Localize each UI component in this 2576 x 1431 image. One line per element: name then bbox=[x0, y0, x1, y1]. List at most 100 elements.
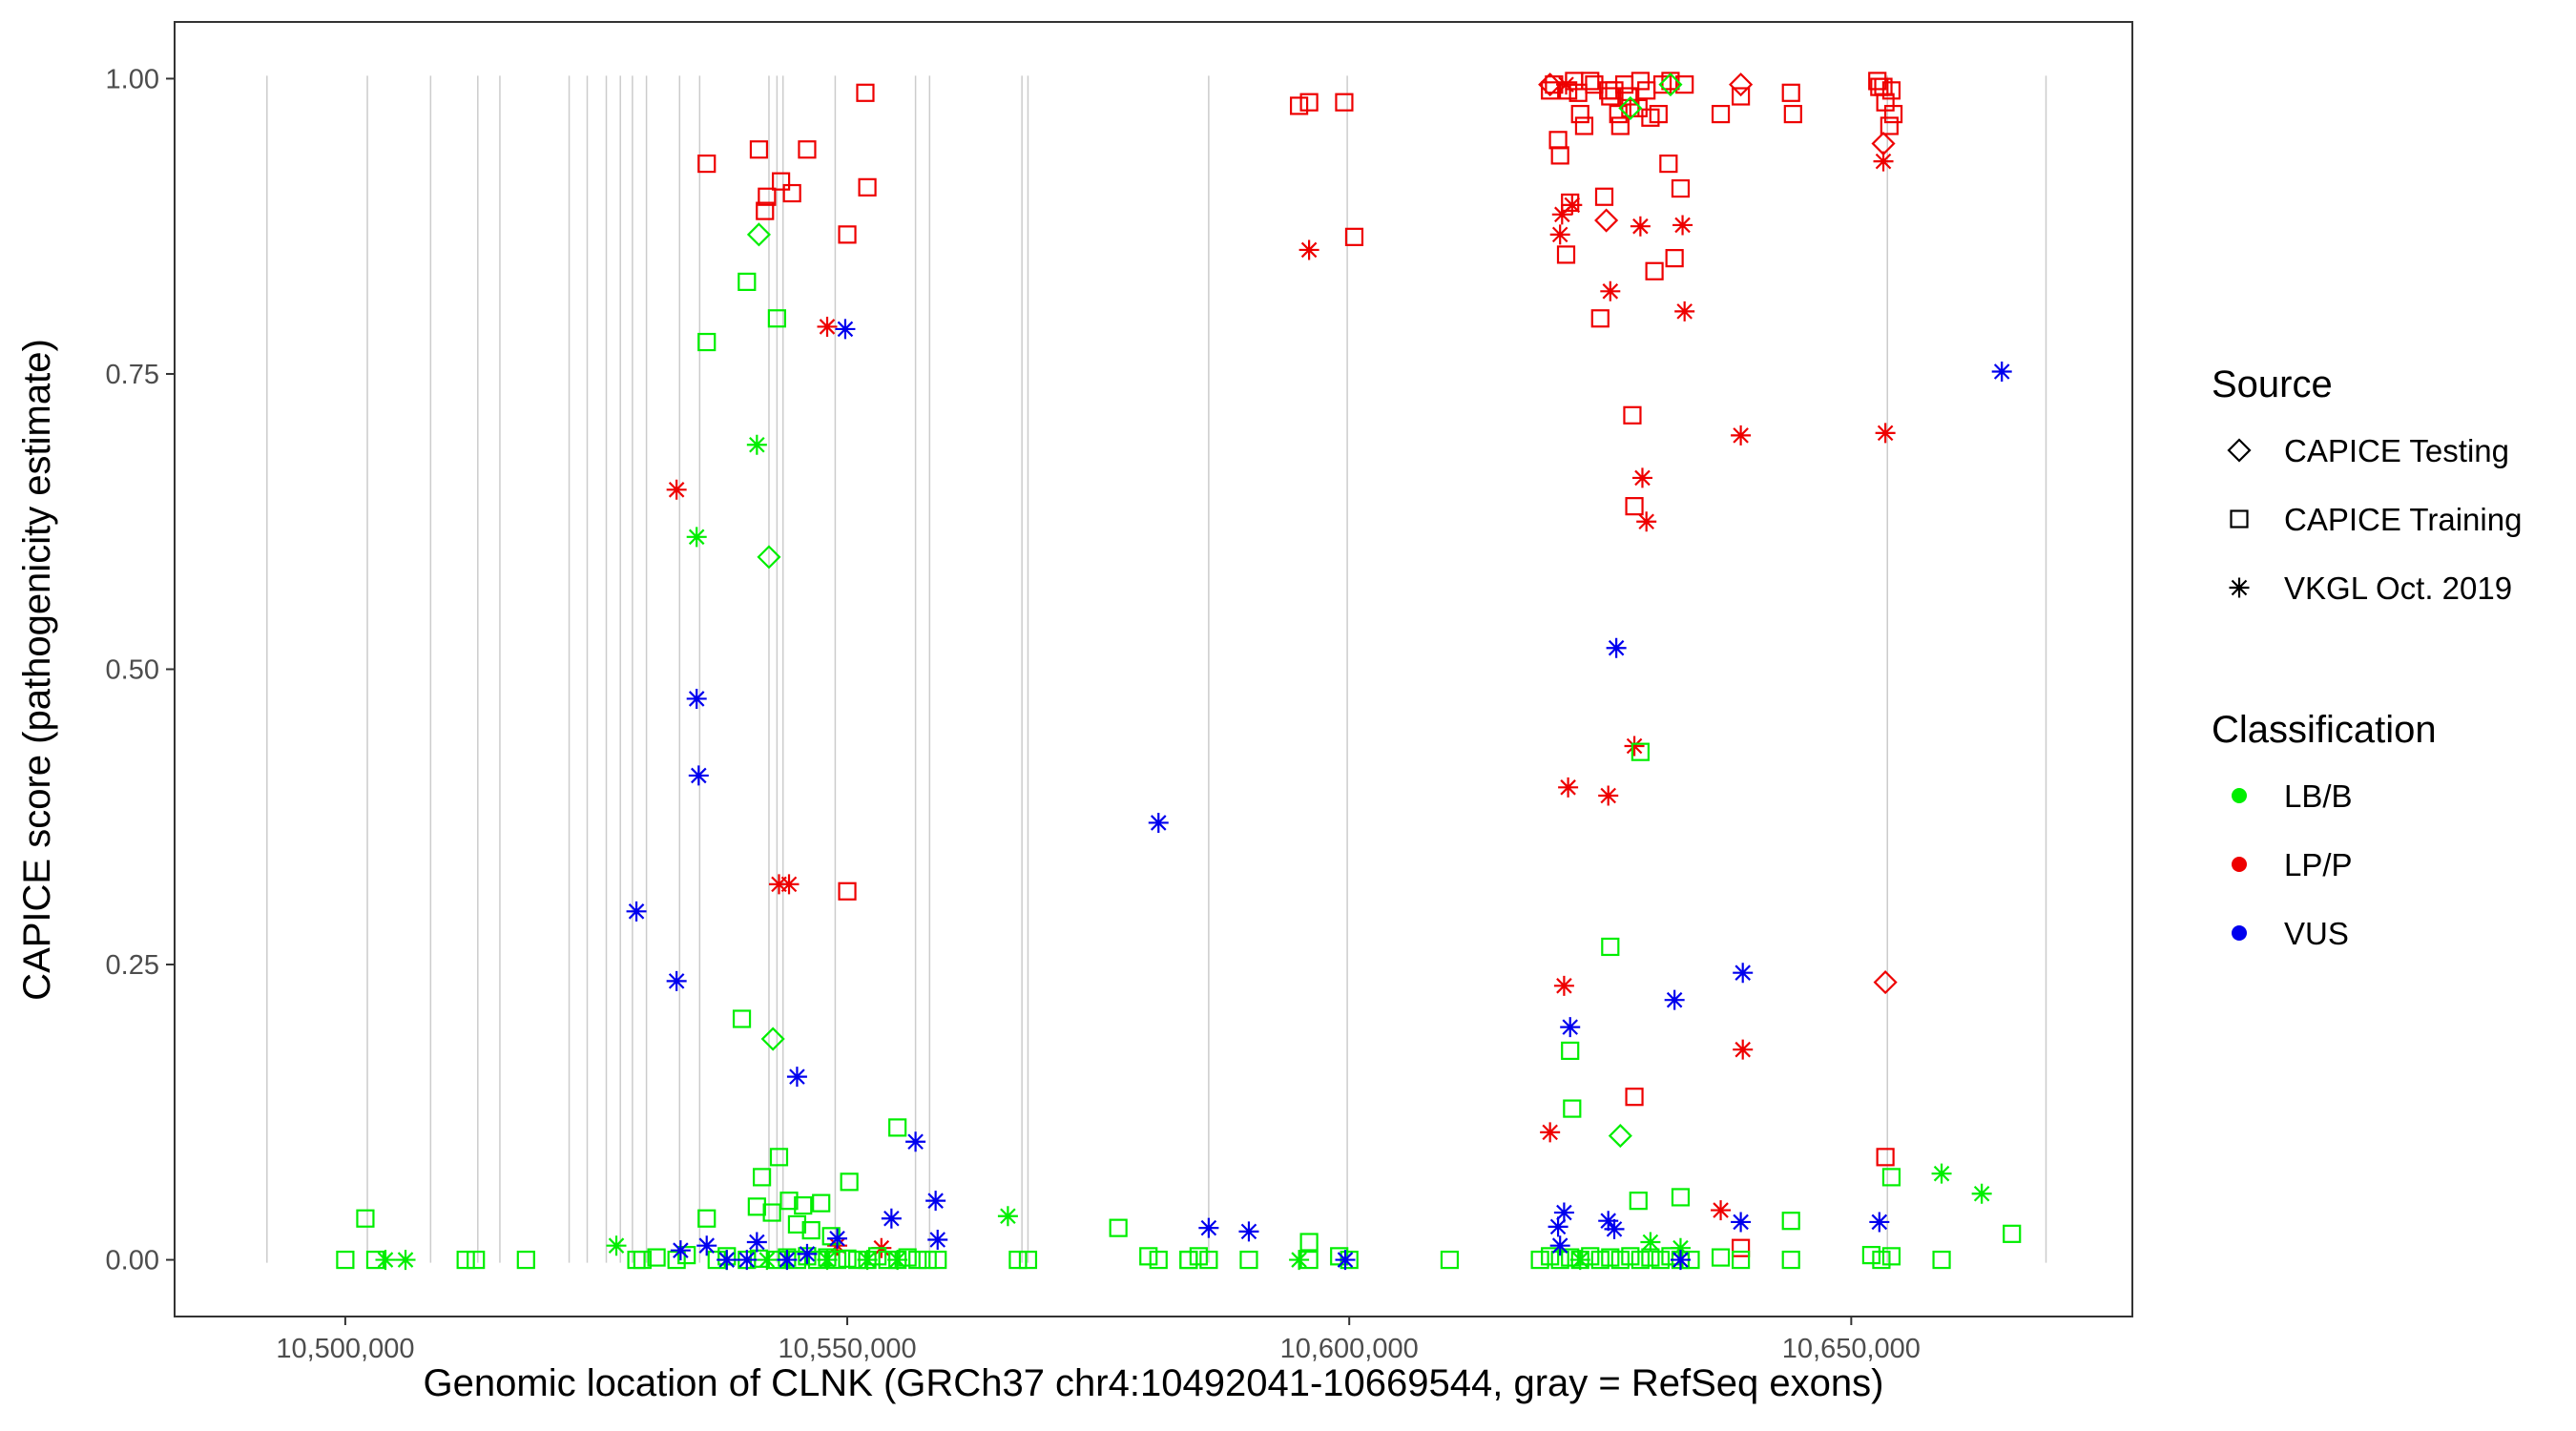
data-point bbox=[812, 1193, 831, 1213]
data-point bbox=[1109, 1218, 1128, 1237]
data-point bbox=[769, 1148, 789, 1167]
data-point bbox=[798, 140, 817, 159]
data-point bbox=[1610, 116, 1630, 135]
data-point bbox=[1598, 785, 1619, 806]
data-point bbox=[1631, 742, 1650, 761]
data-point bbox=[1440, 1250, 1460, 1270]
y-axis: 0.00 0.25 0.50 0.75 1.00 bbox=[106, 64, 175, 1276]
data-point bbox=[768, 874, 789, 895]
data-point bbox=[905, 1131, 926, 1152]
data-point bbox=[1581, 1247, 1600, 1266]
data-point bbox=[1621, 1247, 1640, 1266]
data-point bbox=[666, 970, 687, 991]
data-point bbox=[794, 1196, 813, 1215]
x-tick-label: 10,550,000 bbox=[778, 1334, 916, 1364]
data-point bbox=[925, 1191, 946, 1212]
data-point bbox=[1551, 204, 1572, 225]
y-tick-label: 0.00 bbox=[106, 1246, 159, 1276]
y-tick-label: 1.00 bbox=[106, 64, 159, 94]
data-point bbox=[1671, 1188, 1691, 1207]
data-point bbox=[467, 1250, 486, 1270]
data-point bbox=[1630, 216, 1651, 237]
data-point bbox=[1733, 963, 1754, 984]
data-point bbox=[838, 1249, 857, 1268]
data-point bbox=[1873, 151, 1894, 172]
legend-shape-square bbox=[2230, 509, 2249, 529]
data-point bbox=[1869, 1212, 1890, 1233]
data-point bbox=[1872, 1250, 1891, 1270]
data-point bbox=[1631, 1250, 1650, 1270]
data-point bbox=[827, 1228, 848, 1249]
data-point bbox=[817, 316, 838, 337]
data-point bbox=[1631, 467, 1652, 488]
data-point bbox=[1553, 1202, 1574, 1223]
data-points bbox=[336, 72, 2022, 1271]
data-point bbox=[801, 1221, 821, 1240]
data-point bbox=[856, 83, 875, 102]
data-point bbox=[677, 1246, 696, 1265]
data-point bbox=[757, 1250, 778, 1271]
x-axis-title: Genomic location of CLNK (GRCh37 chr4:10… bbox=[424, 1362, 1884, 1404]
data-point bbox=[1594, 187, 1614, 206]
data-point bbox=[1569, 1250, 1590, 1271]
data-point bbox=[1549, 224, 1570, 245]
data-point bbox=[1198, 1217, 1219, 1238]
data-point bbox=[752, 1168, 772, 1187]
data-point bbox=[928, 1250, 947, 1270]
data-point bbox=[516, 1250, 535, 1270]
data-point bbox=[732, 1009, 752, 1028]
data-point bbox=[797, 1243, 818, 1264]
data-point bbox=[997, 1206, 1018, 1227]
x-tick-label: 10,600,000 bbox=[1280, 1334, 1419, 1364]
data-point bbox=[1636, 511, 1657, 532]
data-point bbox=[1560, 1017, 1581, 1038]
data-point bbox=[817, 1250, 838, 1271]
data-point bbox=[787, 1214, 807, 1234]
data-point bbox=[1781, 1212, 1800, 1231]
data-point bbox=[717, 1250, 737, 1271]
data-point bbox=[1541, 81, 1560, 100]
data-point bbox=[927, 1230, 948, 1251]
data-point bbox=[746, 434, 767, 455]
legend-source-label: CAPICE Testing bbox=[2284, 433, 2509, 468]
exon-lines bbox=[266, 75, 2047, 1263]
data-point bbox=[760, 1027, 785, 1051]
data-point bbox=[746, 222, 771, 247]
data-point bbox=[737, 272, 757, 291]
data-point bbox=[1881, 81, 1901, 100]
data-point bbox=[1671, 178, 1691, 198]
data-point bbox=[1729, 73, 1754, 97]
data-point bbox=[1570, 104, 1589, 124]
y-tick-label: 0.50 bbox=[106, 655, 159, 686]
data-point bbox=[1556, 245, 1576, 264]
data-point bbox=[1558, 777, 1579, 798]
data-point bbox=[1604, 1218, 1625, 1239]
data-point bbox=[1731, 1238, 1751, 1257]
data-point bbox=[1608, 1124, 1632, 1149]
data-point bbox=[1971, 1183, 1992, 1204]
data-point bbox=[1672, 215, 1693, 236]
data-point bbox=[1873, 970, 1898, 995]
data-point bbox=[1556, 74, 1576, 95]
data-point bbox=[1659, 154, 1678, 174]
data-point bbox=[1665, 249, 1684, 268]
data-point bbox=[1610, 1250, 1630, 1270]
data-point bbox=[1640, 1232, 1661, 1253]
data-point bbox=[1148, 812, 1169, 833]
data-point bbox=[1731, 1250, 1751, 1270]
data-point bbox=[1670, 1250, 1691, 1271]
data-point bbox=[1541, 1247, 1560, 1266]
data-point bbox=[395, 1250, 416, 1271]
data-point bbox=[1645, 261, 1664, 280]
data-point bbox=[1649, 104, 1668, 124]
data-point bbox=[1875, 423, 1896, 444]
data-point bbox=[762, 1203, 781, 1222]
data-point bbox=[1631, 72, 1650, 91]
data-point bbox=[771, 172, 791, 191]
data-point bbox=[1299, 93, 1319, 112]
data-point bbox=[1711, 1200, 1732, 1221]
legend-class-label: VUS bbox=[2284, 916, 2349, 951]
y-axis-title: CAPICE score (pathogenicity estimate) bbox=[16, 339, 58, 1001]
data-point bbox=[746, 1232, 767, 1253]
